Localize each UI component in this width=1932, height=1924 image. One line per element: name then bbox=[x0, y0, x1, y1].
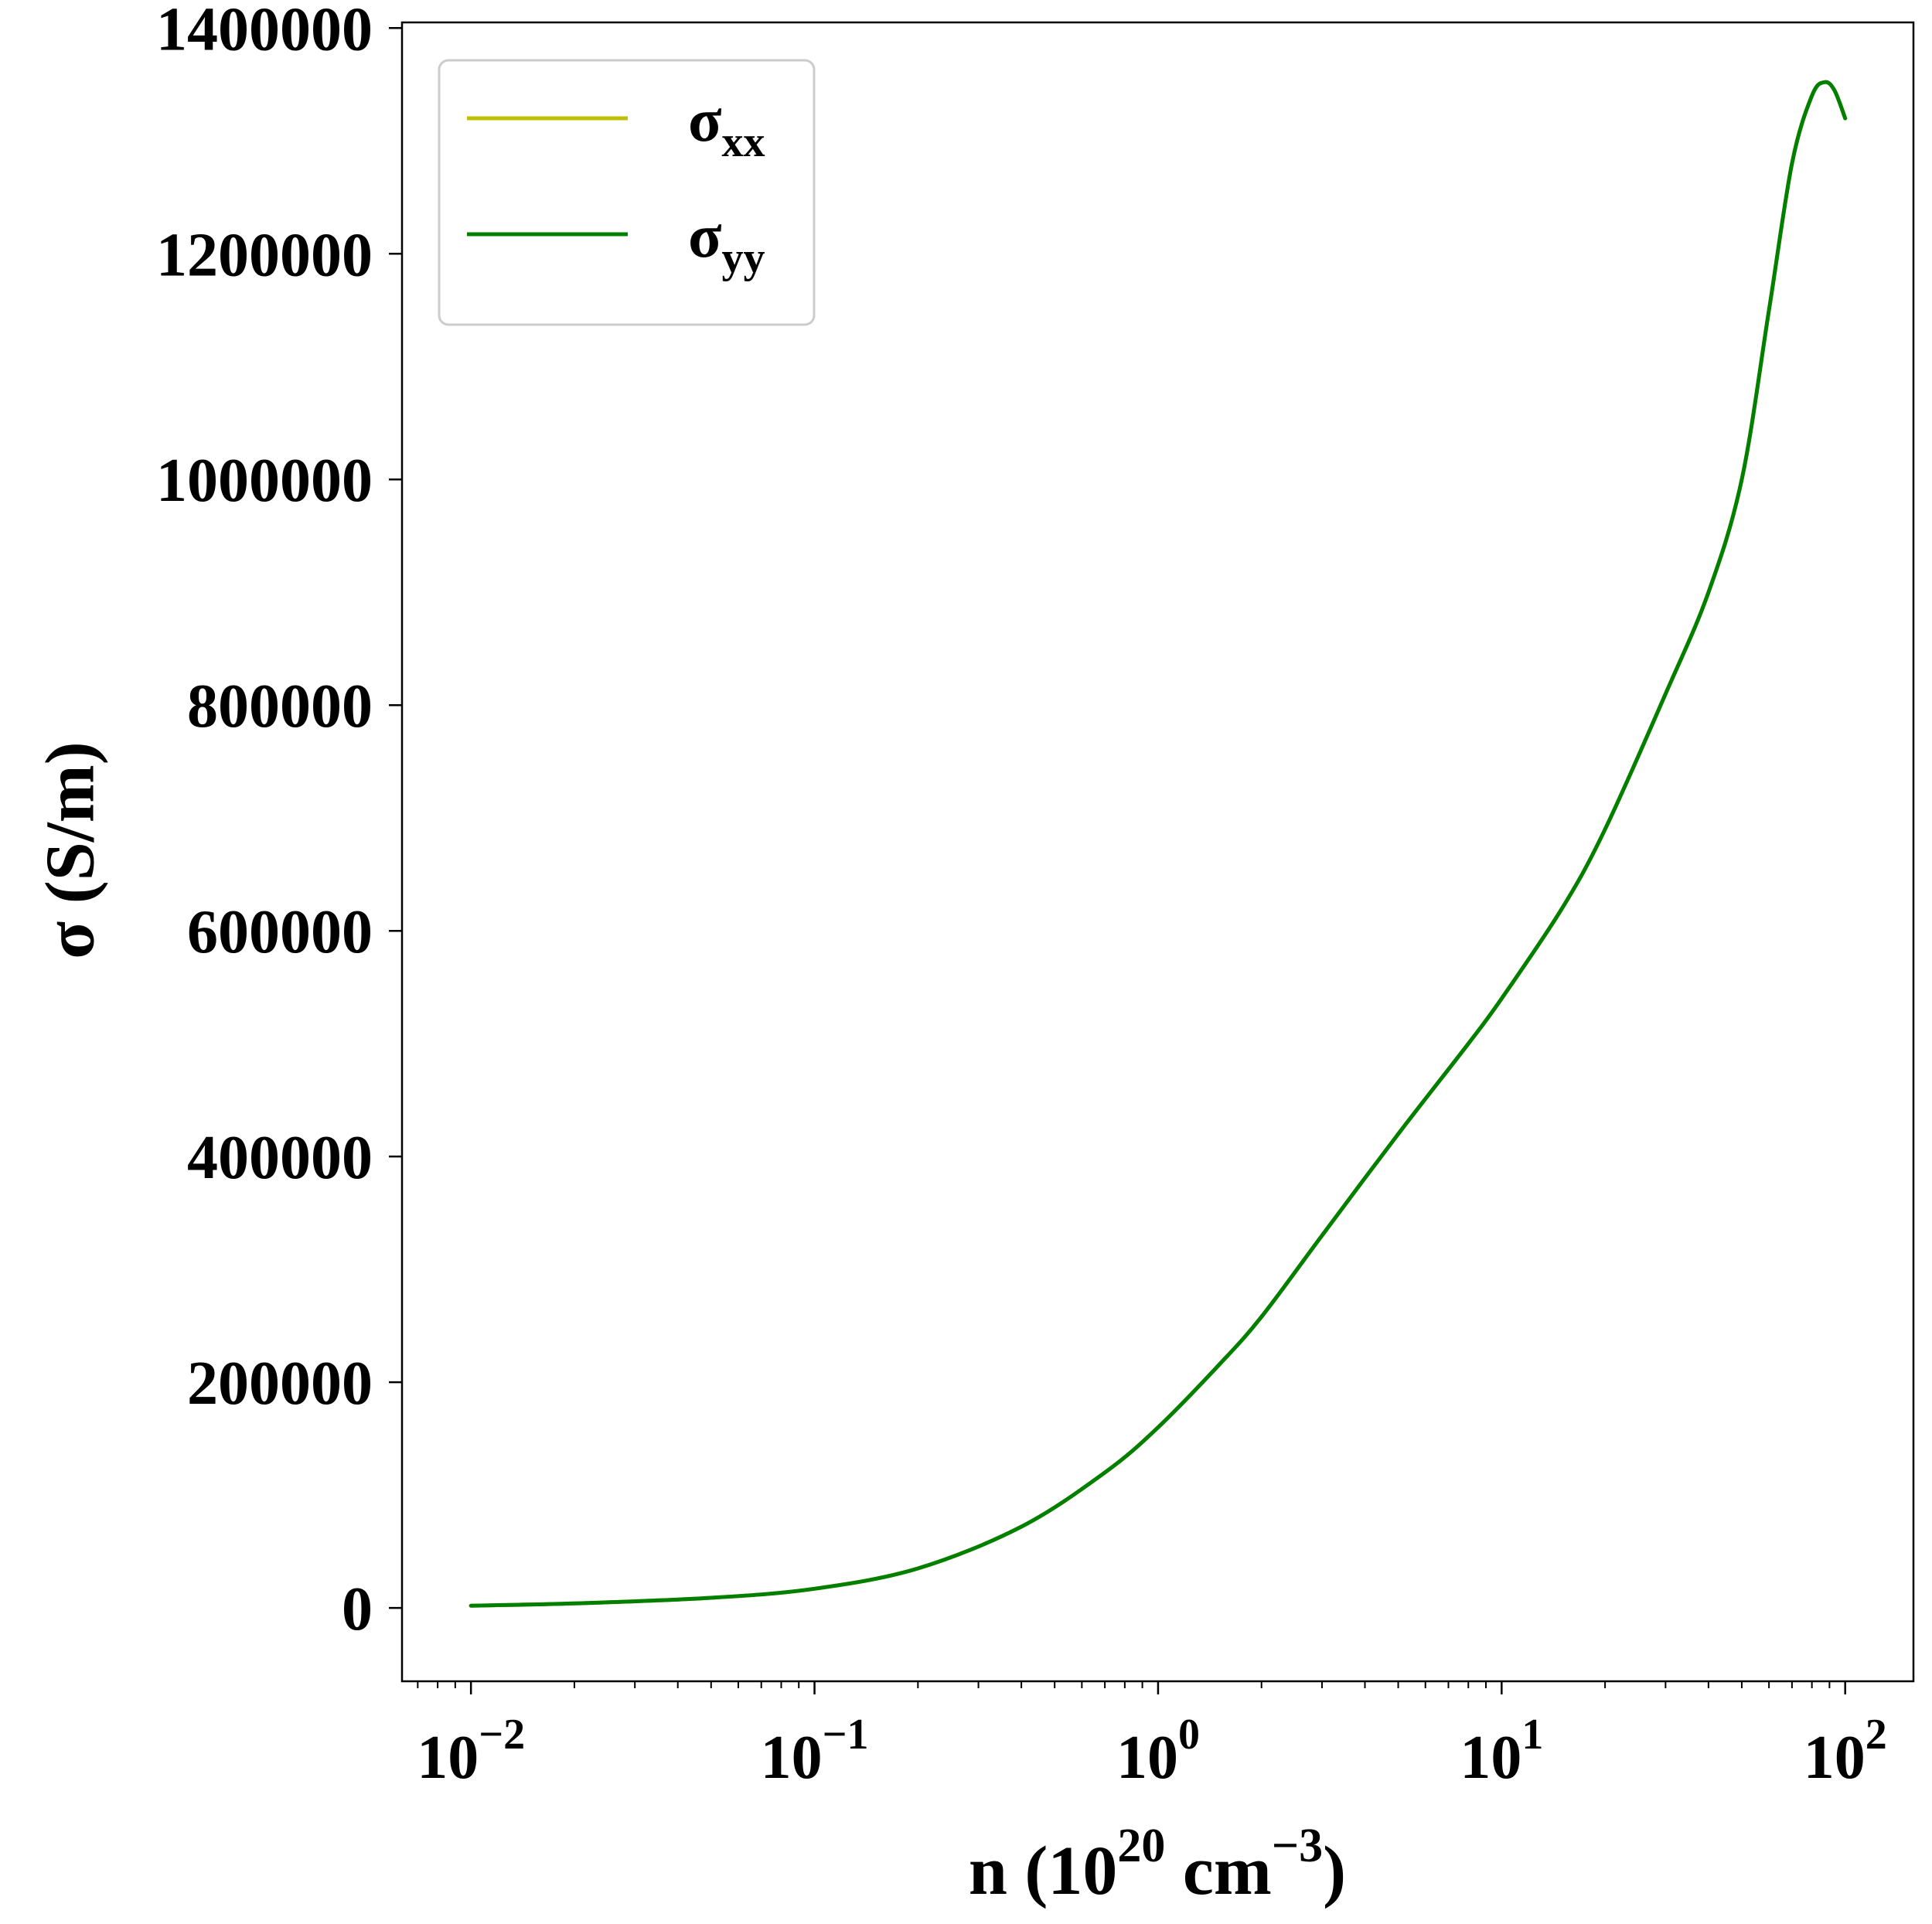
y-tick-label: 800000 bbox=[187, 673, 373, 741]
x-axis: 10−2 10−1 100 101 102 bbox=[417, 1681, 1887, 1792]
x-axis-title-exp2: −3 bbox=[1272, 1820, 1323, 1872]
x-axis-title: n (1020 cm−3) bbox=[969, 1820, 1346, 1909]
series-layer bbox=[469, 80, 1848, 1608]
y-tick-label: 1400000 bbox=[156, 0, 373, 63]
x-tick-label: 102 bbox=[1804, 1711, 1887, 1792]
x-axis-title-base: n (10 bbox=[969, 1833, 1118, 1909]
y-tick-label: 0 bbox=[342, 1575, 373, 1643]
y-tick-label: 1200000 bbox=[156, 221, 373, 289]
y-tick-label: 1000000 bbox=[156, 447, 373, 515]
x-tick-label: 10−2 bbox=[417, 1711, 525, 1792]
x-tick-label: 10−1 bbox=[761, 1711, 869, 1792]
x-axis-title-end: ) bbox=[1323, 1833, 1346, 1909]
x-axis-title-mid: cm bbox=[1165, 1833, 1271, 1909]
y-tick-label: 600000 bbox=[187, 898, 373, 966]
x-tick-label: 100 bbox=[1116, 1711, 1200, 1792]
legend-label-yy: σyy bbox=[688, 203, 765, 282]
y-tick-label: 400000 bbox=[187, 1124, 373, 1192]
legend-box bbox=[438, 59, 816, 326]
legend: σxx σyy bbox=[438, 59, 816, 326]
y-axis: 0 200000 400000 600000 800000 1000000 1200000 1… bbox=[156, 0, 402, 1643]
legend-label-xx: σxx bbox=[688, 87, 765, 166]
x-axis-title-exp: 20 bbox=[1117, 1820, 1165, 1872]
x-tick-label: 101 bbox=[1460, 1711, 1543, 1792]
y-axis-title: σ (S/m) bbox=[32, 741, 109, 959]
series-line-yy bbox=[469, 80, 1848, 1608]
y-tick-label: 200000 bbox=[187, 1350, 373, 1418]
